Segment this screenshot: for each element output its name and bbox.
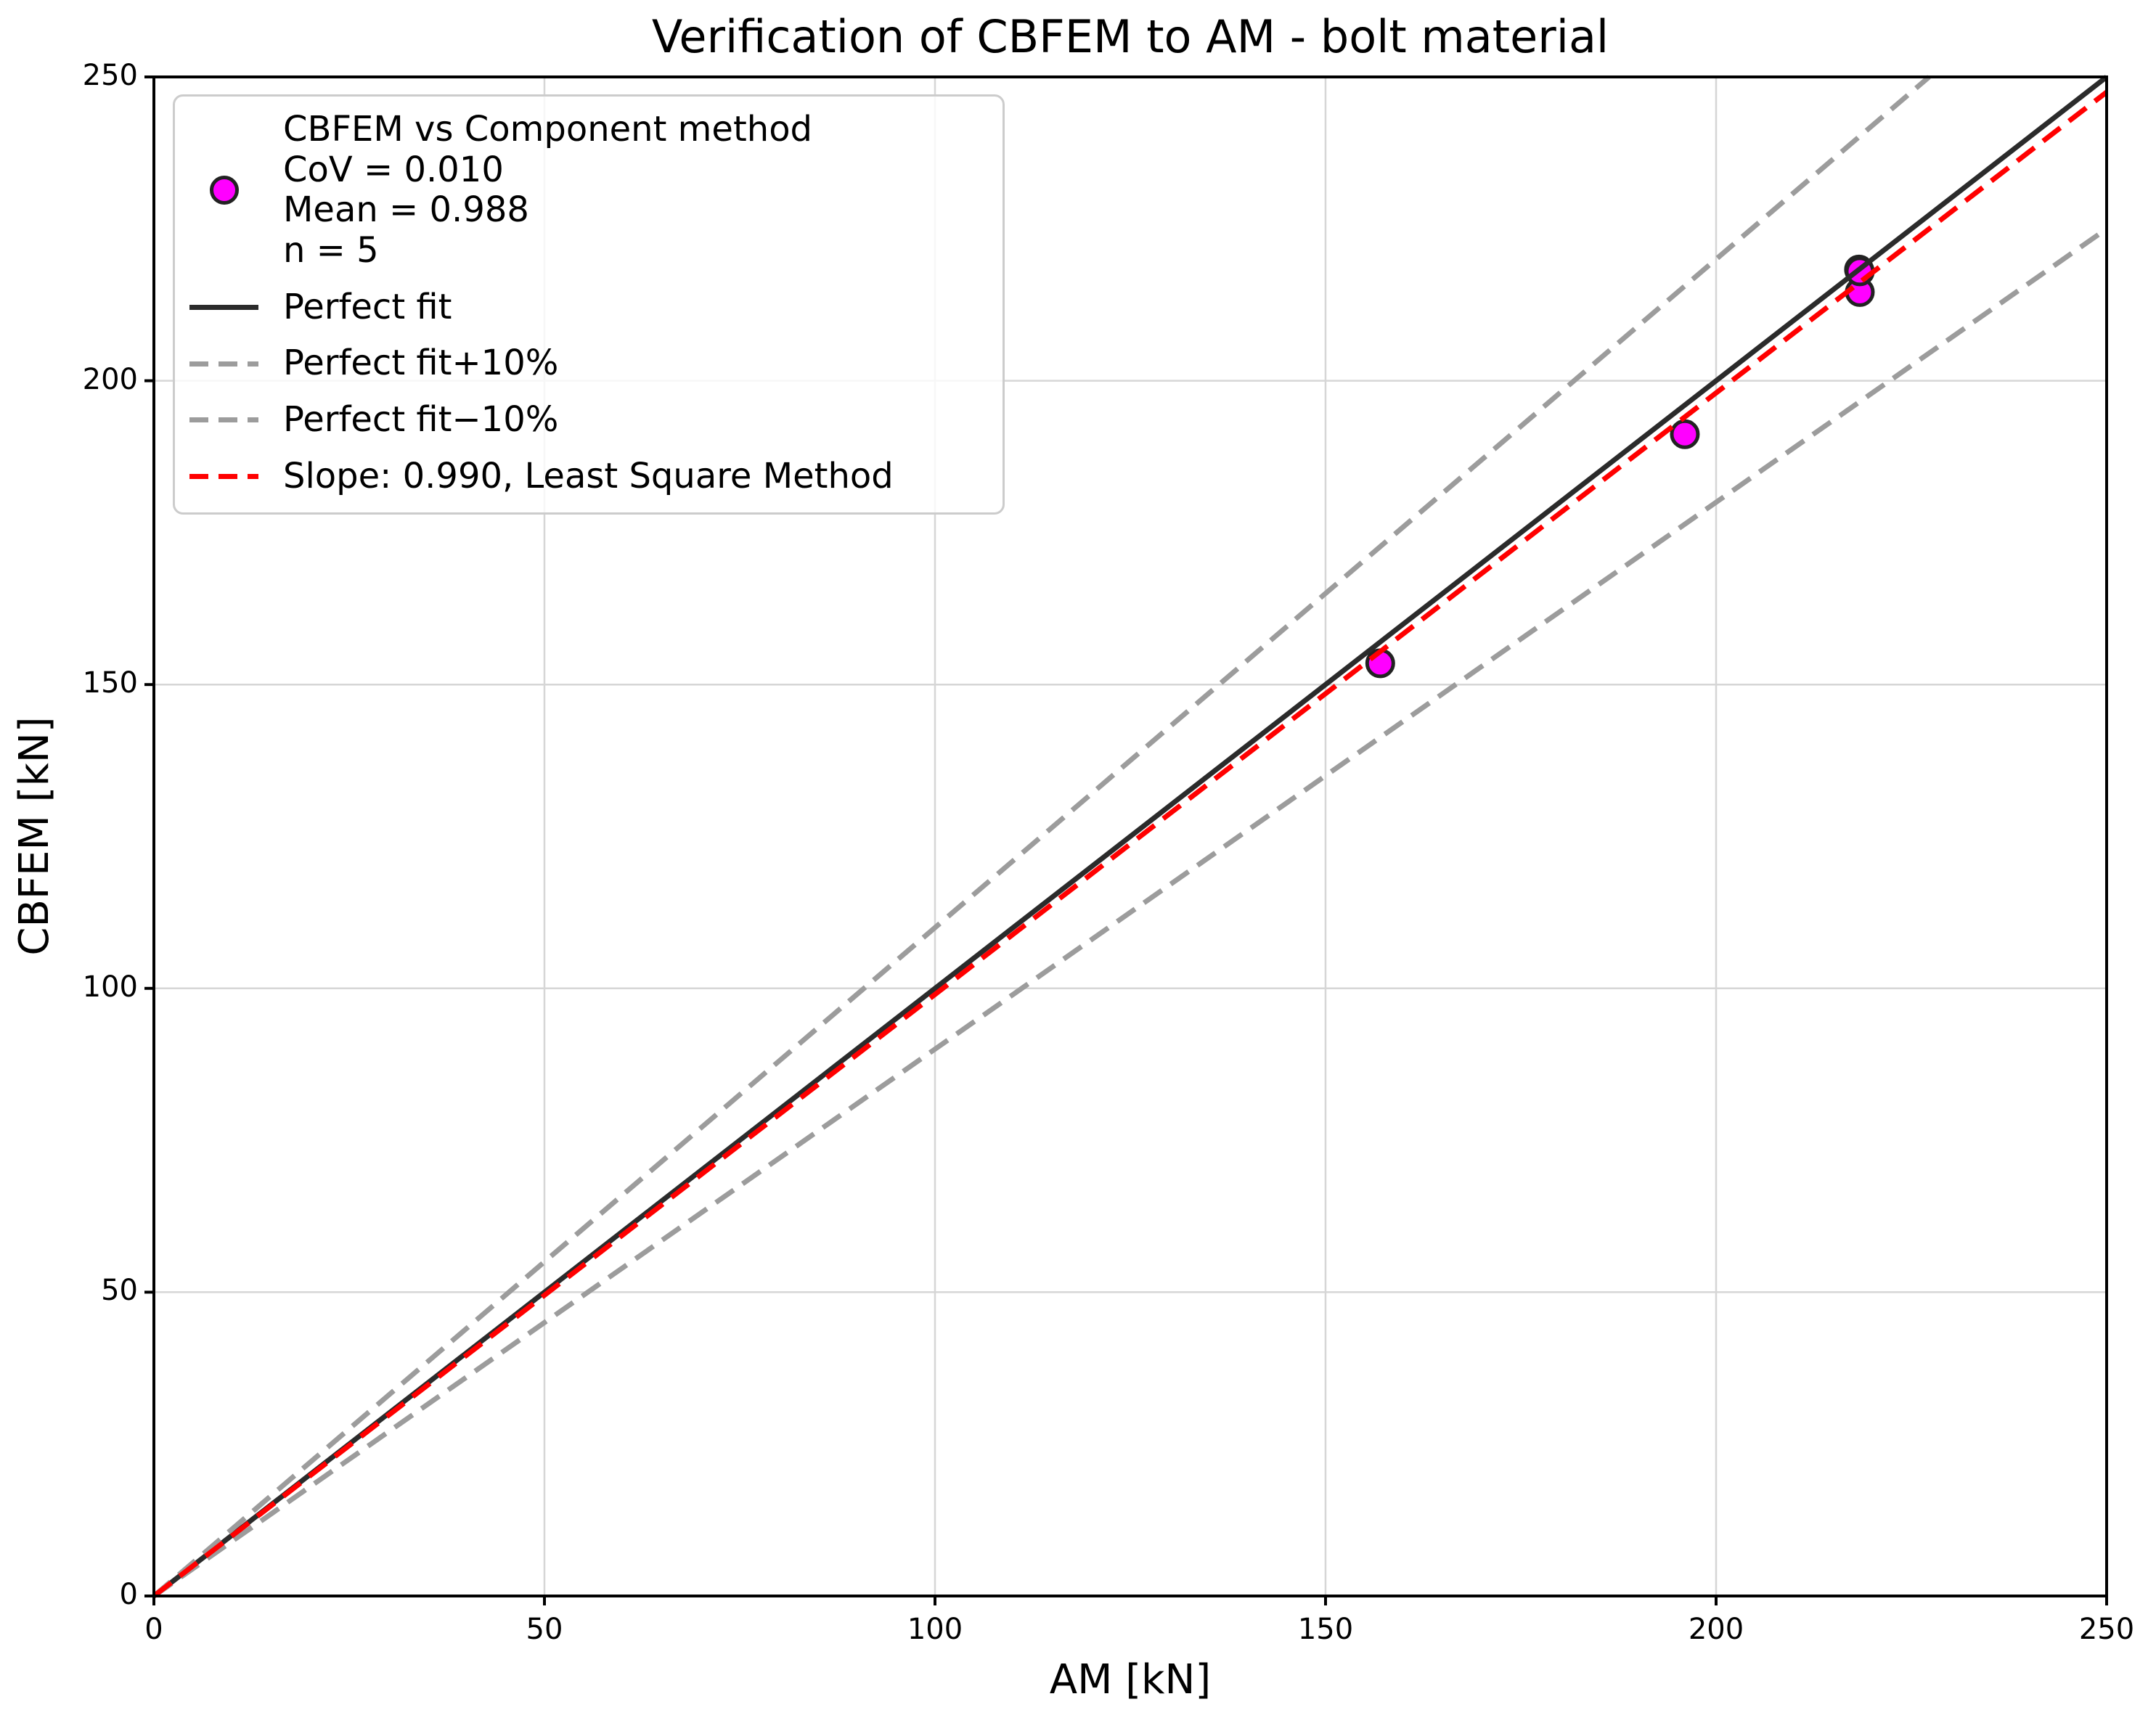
legend-label-line: CoV = 0.010 bbox=[283, 149, 504, 190]
chart-title: Verification of CBFEM to AM - bolt mater… bbox=[651, 10, 1609, 63]
y-tick-label-50: 50 bbox=[101, 1274, 138, 1308]
legend-label: Perfect fit−10% bbox=[283, 399, 559, 441]
legend-label: CBFEM vs Component method CoV = 0.010 Mean… bbox=[283, 109, 813, 271]
legend-dashed-line-icon bbox=[189, 361, 258, 367]
legend-label-line: Perfect fit+10% bbox=[283, 343, 559, 384]
line-perfect-fit-10- bbox=[152, 75, 1931, 1598]
legend-dashed-line-icon bbox=[189, 474, 258, 480]
y-tick-label-200: 200 bbox=[82, 362, 138, 396]
x-tick-label-100: 100 bbox=[907, 1613, 963, 1646]
legend: CBFEM vs Component method CoV = 0.010 Mean… bbox=[173, 94, 1005, 515]
legend-label: Slope: 0.990, Least Square Method bbox=[283, 455, 894, 497]
legend-label-line: Mean = 0.988 bbox=[283, 189, 529, 231]
x-tick-label-0: 0 bbox=[144, 1613, 163, 1646]
legend-entry-3: Perfect fit−10% bbox=[189, 399, 982, 441]
legend-label-line: Slope: 0.990, Least Square Method bbox=[283, 455, 894, 496]
x-tick-label-250: 250 bbox=[2078, 1613, 2135, 1646]
y-tick-label-0: 0 bbox=[119, 1578, 138, 1611]
x-tick-label-200: 200 bbox=[1688, 1613, 1744, 1646]
dashed-line-swatch bbox=[189, 361, 258, 367]
x-tick-label-150: 150 bbox=[1297, 1613, 1354, 1646]
legend-entry-2: Perfect fit+10% bbox=[189, 343, 982, 384]
legend-label-line: Perfect fit−10% bbox=[283, 399, 559, 441]
solid-line-swatch bbox=[189, 305, 258, 311]
y-tick-label-150: 150 bbox=[82, 666, 138, 700]
legend-solid-line-icon bbox=[189, 305, 258, 311]
legend-label-line: CBFEM vs Component method bbox=[283, 109, 813, 150]
scatter-point bbox=[1670, 419, 1700, 449]
legend-label: Perfect fit bbox=[283, 287, 452, 328]
x-axis-label: AM [kN] bbox=[1049, 1656, 1212, 1703]
axes-frame bbox=[152, 75, 2108, 1597]
legend-entry-0: CBFEM vs Component method CoV = 0.010 Mean… bbox=[189, 109, 982, 271]
dashed-line-swatch bbox=[189, 417, 258, 423]
legend-label-line: Perfect fit bbox=[283, 286, 452, 327]
y-tick-label-250: 250 bbox=[82, 59, 138, 92]
scatter-marker-icon bbox=[209, 176, 239, 205]
legend-entry-4: Slope: 0.990, Least Square Method bbox=[189, 455, 982, 497]
dashed-line-swatch bbox=[189, 474, 258, 480]
legend-entry-1: Perfect fit bbox=[189, 287, 982, 328]
legend-dashed-line-icon bbox=[189, 417, 258, 423]
y-axis-label: CBFEM [kN] bbox=[11, 716, 58, 956]
y-tick-label-100: 100 bbox=[82, 970, 138, 1004]
line-slope-0-990-least-square-method bbox=[152, 90, 2109, 1598]
legend-label-line: n = 5 bbox=[283, 230, 379, 271]
legend-marker-icon bbox=[189, 176, 258, 205]
legend-label: Perfect fit+10% bbox=[283, 343, 558, 384]
x-tick-label-50: 50 bbox=[526, 1613, 563, 1646]
line-perfect-fit-10- bbox=[152, 226, 2109, 1598]
